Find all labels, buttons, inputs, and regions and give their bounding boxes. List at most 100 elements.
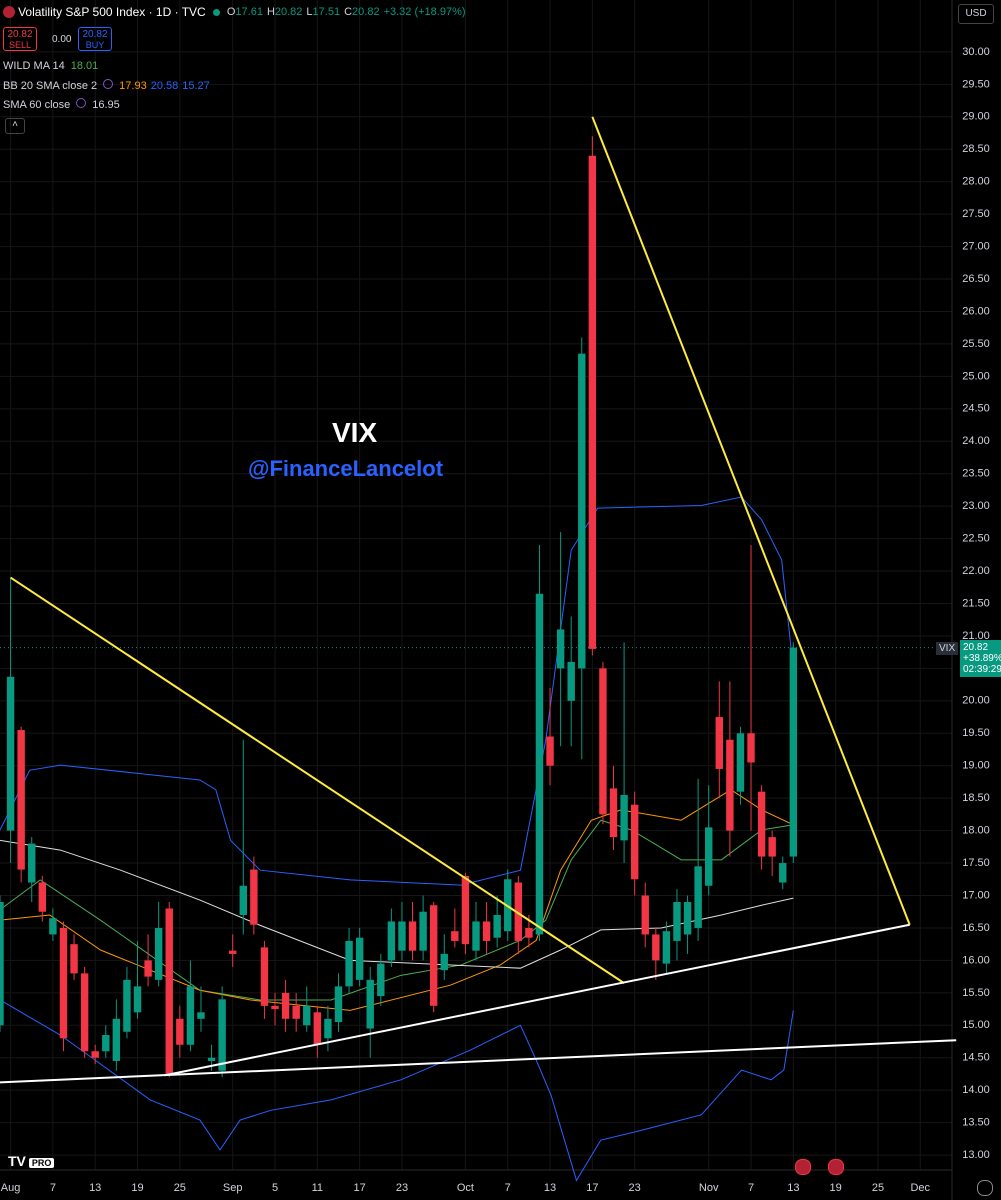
indicator-name: BB 20 SMA close 2 xyxy=(3,80,98,92)
candle-body xyxy=(70,944,78,974)
candle-body xyxy=(419,911,427,951)
y-tick-label: 22.00 xyxy=(962,565,990,577)
candle-body xyxy=(387,921,396,961)
y-tick-label: 26.50 xyxy=(962,273,990,285)
y-tick-label: 28.00 xyxy=(962,176,990,188)
currency-button[interactable]: USD xyxy=(958,4,994,24)
candle-body xyxy=(17,730,25,870)
y-tick-label: 29.50 xyxy=(962,78,990,90)
indicator-name: WILD MA 14 xyxy=(3,60,65,72)
candle-body xyxy=(705,827,713,886)
indicator-value: 16.95 xyxy=(92,99,120,111)
spread: 0.00 xyxy=(52,34,72,45)
y-tick-label: 21.00 xyxy=(962,630,990,642)
sell-label: SELL xyxy=(8,40,32,50)
indicator-value: 18.01 xyxy=(70,60,99,72)
indicator-row[interactable]: WILD MA 14 18.01 xyxy=(3,60,214,79)
trend-line xyxy=(10,576,625,984)
status-dot xyxy=(212,8,220,16)
x-tick-label: 17 xyxy=(354,1182,366,1194)
candle-body xyxy=(176,1018,184,1045)
candle-body xyxy=(726,739,734,831)
candle-body xyxy=(429,905,438,1006)
candle-body xyxy=(578,353,586,669)
event-flag[interactable] xyxy=(828,1159,844,1175)
candle-body xyxy=(292,1005,300,1019)
y-tick-label: 23.50 xyxy=(962,468,990,480)
candle-body xyxy=(599,668,607,815)
indicator-icon xyxy=(76,98,87,108)
ohlc-key: L xyxy=(306,6,313,18)
symbol-title[interactable]: Volatility S&P 500 Index · 1D · TVC xyxy=(18,5,206,19)
indicator-line xyxy=(0,839,794,969)
candle-body xyxy=(207,1057,216,1061)
candle-body xyxy=(789,647,798,857)
x-tick-label: 11 xyxy=(312,1182,323,1194)
x-tick-label: 7 xyxy=(748,1182,754,1194)
event-flag[interactable] xyxy=(795,1159,811,1175)
y-tick-label: 19.50 xyxy=(962,727,990,739)
candle-body xyxy=(662,931,671,964)
buy-button[interactable]: 20.82 BUY xyxy=(78,27,112,51)
indicator-legend: WILD MA 14 18.01 BB 20 SMA close 2 17.93 20.… xyxy=(3,60,214,117)
candle-body xyxy=(59,927,68,1039)
candle-body xyxy=(398,921,406,951)
y-tick-label: 13.50 xyxy=(962,1117,990,1129)
candle-body xyxy=(49,918,57,935)
ohlc-value: 17.51 xyxy=(312,6,341,18)
candle-body xyxy=(514,882,523,941)
candle-body xyxy=(218,999,226,1071)
candle-body xyxy=(377,963,385,997)
ohlc-key: H xyxy=(266,6,275,18)
candle-body xyxy=(197,1012,205,1019)
indicator-line xyxy=(0,999,794,1182)
ohlc-legend: O17.61 H20.82 L17.51 C20.82 +3.32 (+18.97%) xyxy=(227,6,470,18)
candle-body xyxy=(355,937,364,980)
candle-body xyxy=(123,979,131,1032)
indicator-value: 20.58 xyxy=(150,80,179,92)
price-tag-box: 20.82 +38.89% 02:39:29 xyxy=(960,639,1001,677)
y-tick-label: 13.00 xyxy=(962,1149,990,1161)
candle-body xyxy=(408,921,417,951)
trend-line xyxy=(0,1039,957,1084)
candle-body xyxy=(440,953,448,971)
candle-body xyxy=(271,1005,279,1010)
candle-body xyxy=(588,155,597,649)
candle-body xyxy=(334,986,343,1023)
x-tick-label: 19 xyxy=(830,1182,842,1194)
indicator-value: 17.93 xyxy=(119,80,147,92)
x-tick-label: 25 xyxy=(872,1182,884,1194)
price-tag-price: 20.82 xyxy=(963,641,989,653)
candle-body xyxy=(303,1005,311,1026)
y-tick-label: 26.00 xyxy=(962,305,990,317)
candle-body xyxy=(673,901,681,941)
candle-body xyxy=(91,1051,99,1058)
sell-button[interactable]: 20.82 SELL xyxy=(3,27,37,51)
x-tick-label: Oct xyxy=(457,1182,474,1194)
price-tag-countdown: 02:39:29 xyxy=(963,663,1001,675)
indicator-row[interactable]: BB 20 SMA close 2 17.93 20.58 15.27 xyxy=(3,79,214,98)
settings-icon[interactable] xyxy=(977,1180,993,1196)
candle-body xyxy=(482,921,491,941)
candle-body xyxy=(345,940,353,987)
header: Volatility S&P 500 Index · 1D · TVC O17.… xyxy=(3,5,470,19)
y-tick-label: 29.00 xyxy=(962,111,990,123)
candle-body xyxy=(641,895,649,935)
candle-body xyxy=(366,979,374,1029)
candle-body xyxy=(451,931,459,941)
candle-body xyxy=(102,1035,110,1052)
candle-body xyxy=(747,733,755,763)
candle-body xyxy=(260,947,269,1006)
indicator-row[interactable]: SMA 60 close 16.95 xyxy=(3,98,214,117)
candle-body xyxy=(525,927,533,938)
candle-body xyxy=(683,901,692,935)
y-tick-label: 23.00 xyxy=(962,500,990,512)
trend-line xyxy=(591,116,911,926)
candle-body xyxy=(0,901,4,1026)
candle-body xyxy=(652,934,660,961)
collapse-button[interactable]: ˄ xyxy=(5,118,25,134)
candle-body xyxy=(239,885,247,915)
candle-body xyxy=(186,986,195,1045)
candle-body xyxy=(250,869,258,925)
